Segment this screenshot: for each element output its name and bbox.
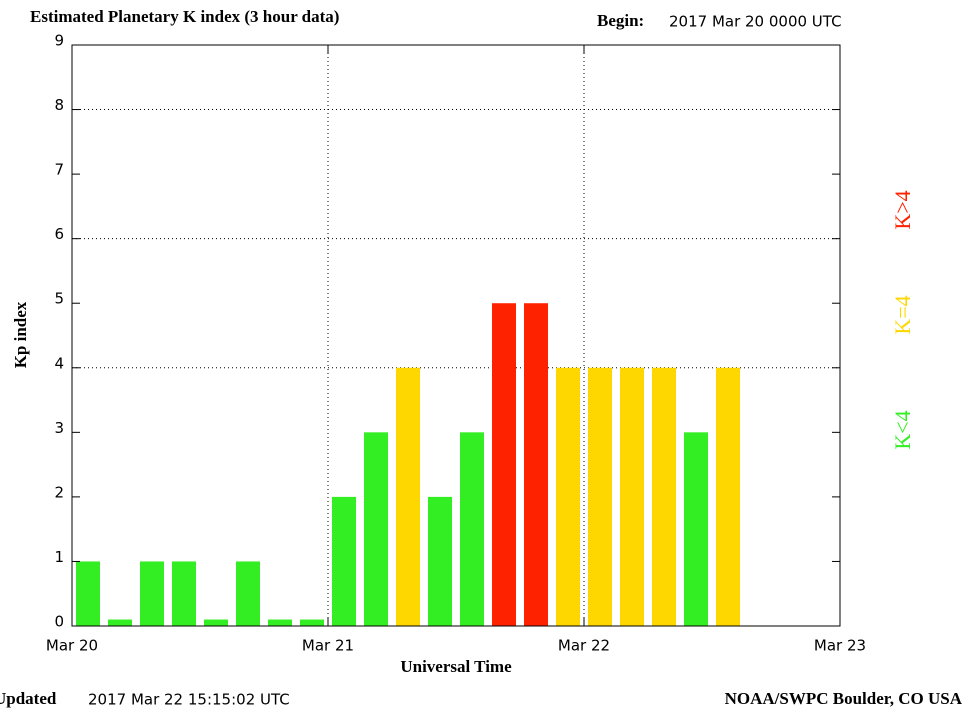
x-tick-label: Mar 22 [558, 637, 610, 655]
x-tick-label: Mar 23 [814, 637, 866, 655]
bar [300, 619, 324, 626]
y-tick-label: 5 [54, 290, 64, 308]
updated-label: Updated [0, 689, 57, 708]
x-tick-label: Mar 21 [302, 637, 354, 655]
y-tick-label: 1 [54, 548, 64, 566]
legend-label: K<4 [890, 410, 915, 449]
bar [396, 367, 420, 626]
y-tick-label: 0 [54, 613, 64, 631]
legend-label: K>4 [890, 190, 915, 229]
bar [204, 619, 228, 626]
bar [236, 561, 260, 626]
y-tick-label: 8 [54, 96, 64, 114]
bar [140, 561, 164, 626]
begin-label: Begin: [597, 11, 644, 30]
legend-label: K=4 [890, 295, 915, 334]
y-tick-label: 9 [54, 32, 64, 50]
bar [556, 367, 580, 626]
bar [492, 303, 516, 626]
bar [620, 367, 644, 626]
bar [108, 619, 132, 626]
y-axis-label: Kp index [11, 301, 30, 368]
bar [524, 303, 548, 626]
credit: NOAA/SWPC Boulder, CO USA [725, 689, 963, 708]
bar [364, 432, 388, 626]
y-tick-label: 2 [54, 483, 64, 501]
bar [684, 432, 708, 626]
bar [76, 561, 100, 626]
chart-title: Estimated Planetary K index (3 hour data… [30, 7, 339, 26]
bar [460, 432, 484, 626]
bar [428, 496, 452, 626]
x-tick-label: Mar 20 [46, 637, 98, 655]
bar [172, 561, 196, 626]
begin-value: 2017 Mar 20 0000 UTC [669, 13, 842, 31]
y-tick-label: 7 [54, 161, 64, 179]
bar [652, 367, 676, 626]
bar [332, 496, 356, 626]
y-tick-label: 4 [54, 354, 64, 372]
y-tick-label: 3 [54, 419, 64, 437]
bar [716, 367, 740, 626]
plot-frame [71, 44, 841, 627]
bar [588, 367, 612, 626]
y-tick-label: 6 [54, 225, 64, 243]
x-axis-label: Universal Time [400, 657, 512, 676]
bar [268, 619, 292, 626]
updated-value: 2017 Mar 22 15:15:02 UTC [88, 691, 290, 709]
